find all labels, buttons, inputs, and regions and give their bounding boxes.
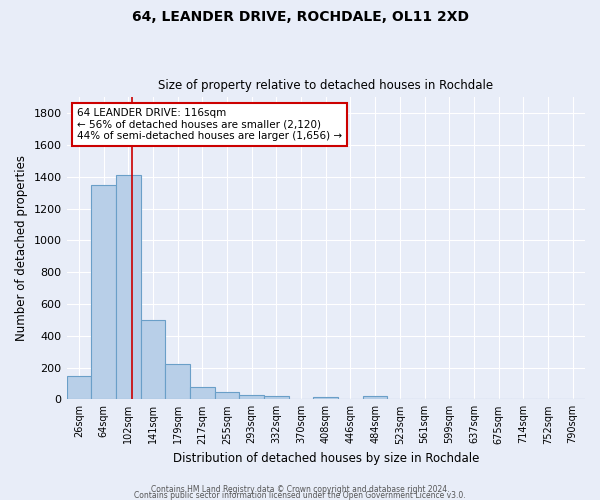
Bar	[239, 395, 264, 400]
Y-axis label: Number of detached properties: Number of detached properties	[15, 156, 28, 342]
Bar	[289, 398, 313, 400]
Bar	[116, 175, 140, 400]
Text: Contains public sector information licensed under the Open Government Licence v3: Contains public sector information licen…	[134, 490, 466, 500]
Bar	[67, 376, 91, 400]
Bar	[338, 398, 363, 400]
Text: 64 LEANDER DRIVE: 116sqm
← 56% of detached houses are smaller (2,120)
44% of sem: 64 LEANDER DRIVE: 116sqm ← 56% of detach…	[77, 108, 342, 141]
Bar	[190, 386, 215, 400]
Bar	[165, 364, 190, 400]
Bar	[140, 320, 165, 400]
Bar	[363, 396, 388, 400]
Bar	[215, 392, 239, 400]
Bar	[313, 398, 338, 400]
Title: Size of property relative to detached houses in Rochdale: Size of property relative to detached ho…	[158, 79, 493, 92]
X-axis label: Distribution of detached houses by size in Rochdale: Distribution of detached houses by size …	[173, 452, 479, 465]
Text: 64, LEANDER DRIVE, ROCHDALE, OL11 2XD: 64, LEANDER DRIVE, ROCHDALE, OL11 2XD	[131, 10, 469, 24]
Bar	[264, 396, 289, 400]
Bar	[91, 184, 116, 400]
Text: Contains HM Land Registry data © Crown copyright and database right 2024.: Contains HM Land Registry data © Crown c…	[151, 484, 449, 494]
